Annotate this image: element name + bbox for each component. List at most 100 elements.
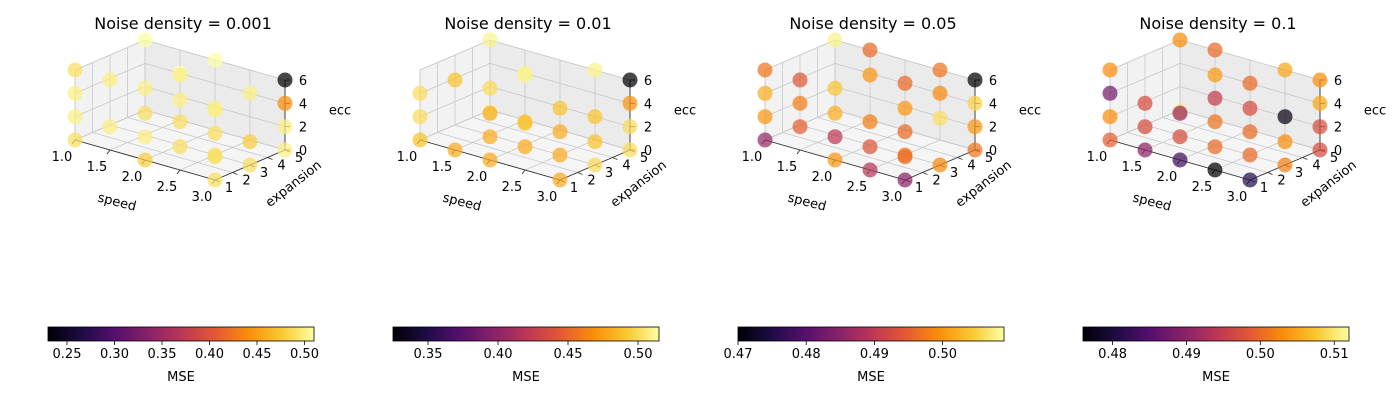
data-point — [792, 95, 808, 111]
x-tick-label: 2.5 — [502, 180, 523, 195]
x-tick-label: 1.5 — [432, 160, 453, 175]
data-point — [67, 62, 83, 78]
data-point — [552, 147, 568, 163]
data-point — [967, 119, 983, 135]
z-tick-label: 0 — [989, 144, 997, 159]
data-point — [207, 102, 223, 118]
grid-z-left — [74, 86, 146, 118]
grid-y-floor — [127, 117, 268, 158]
z-tick-label: 4 — [1334, 97, 1342, 112]
grid-y-floor — [92, 132, 233, 173]
data-point — [862, 162, 878, 178]
data-point — [1207, 90, 1223, 106]
colorbar-tick-label: 0.48 — [1098, 347, 1127, 362]
data-point — [967, 95, 983, 111]
z-tick-label: 2 — [644, 121, 652, 136]
colorbar-tick-label: 0.50 — [928, 347, 957, 362]
colorbar-tick-label: 0.40 — [195, 347, 224, 362]
data-point — [482, 105, 498, 121]
data-point — [1312, 72, 1328, 88]
x-tick-label: 1.0 — [1087, 150, 1108, 165]
colorbar-label: MSE — [1202, 370, 1230, 385]
data-point — [1277, 109, 1293, 125]
data-point — [277, 142, 293, 158]
data-points — [757, 32, 983, 188]
data-point — [277, 119, 293, 135]
z-tick-label: 0 — [1334, 144, 1342, 159]
grid-z-left — [419, 109, 491, 141]
data-point — [897, 172, 913, 188]
data-point — [242, 85, 258, 101]
colorbar-tick-label: 0.50 — [624, 347, 653, 362]
grid-y-floor — [437, 132, 578, 173]
data-point — [242, 157, 258, 173]
data-point — [552, 100, 568, 116]
colorbar-tick-label: 0.30 — [100, 347, 129, 362]
data-point — [897, 124, 913, 140]
y-tick-label: 1 — [915, 181, 923, 196]
data-point — [757, 62, 773, 78]
data-point — [622, 95, 638, 111]
grid-z-left — [764, 39, 836, 71]
x-tick-label: 2.0 — [1157, 170, 1178, 185]
y-tick — [267, 157, 273, 160]
data-point — [967, 72, 983, 88]
x-tick-label: 2.0 — [122, 170, 143, 185]
data-point — [412, 132, 428, 148]
x-tick — [521, 169, 526, 175]
data-point — [967, 142, 983, 158]
colorbar-tick-label: 0.40 — [484, 347, 513, 362]
x-tick — [796, 149, 801, 155]
z-tick-label: 4 — [644, 97, 652, 112]
x-tick-label: 2.5 — [1192, 180, 1213, 195]
colorbar-tick-label: 0.50 — [1246, 347, 1275, 362]
data-point — [932, 85, 948, 101]
data-point — [137, 80, 153, 96]
x-tick-label: 2.5 — [157, 180, 178, 195]
x-tick-label: 1.0 — [397, 150, 418, 165]
data-point — [172, 67, 188, 83]
data-point — [1207, 114, 1223, 130]
colorbar-tick-label: 0.45 — [554, 347, 583, 362]
data-point — [207, 149, 223, 165]
y-tick-label: 1 — [1260, 181, 1268, 196]
data-point — [1207, 67, 1223, 83]
x-tick-label: 3.0 — [192, 190, 213, 205]
z-axis-label: ecc — [329, 103, 351, 118]
x-tick-label: 1.5 — [1122, 160, 1143, 175]
y-tick-label: 3 — [260, 166, 268, 181]
data-point — [172, 92, 188, 108]
data-point — [757, 132, 773, 148]
data-point — [1207, 139, 1223, 155]
x-tick-label: 2.0 — [812, 170, 833, 185]
data-point — [827, 129, 843, 145]
y-tick-label: 5 — [295, 151, 303, 166]
x-tick-label: 1.0 — [52, 150, 73, 165]
y-tick — [232, 172, 238, 175]
data-point — [67, 132, 83, 148]
y-tick — [612, 157, 618, 160]
data-point — [792, 119, 808, 135]
data-point — [587, 157, 603, 173]
grid-z-left — [419, 86, 491, 118]
data-point — [1312, 95, 1328, 111]
colorbar-tick-label: 0.45 — [243, 347, 272, 362]
grid-z-back — [489, 39, 631, 81]
y-tick-label: 5 — [640, 151, 648, 166]
z-axis-label: ecc — [1019, 103, 1041, 118]
data-point — [622, 119, 638, 135]
data-point — [242, 134, 258, 150]
data-point — [622, 142, 638, 158]
y-axis-label: expansion — [608, 158, 670, 211]
z-tick-label: 4 — [989, 97, 997, 112]
data-point — [1172, 105, 1188, 121]
z-axis-label: ecc — [674, 103, 696, 118]
data-point — [207, 125, 223, 141]
data-point — [1242, 124, 1258, 140]
x-tick-label: 3.0 — [1227, 190, 1248, 205]
